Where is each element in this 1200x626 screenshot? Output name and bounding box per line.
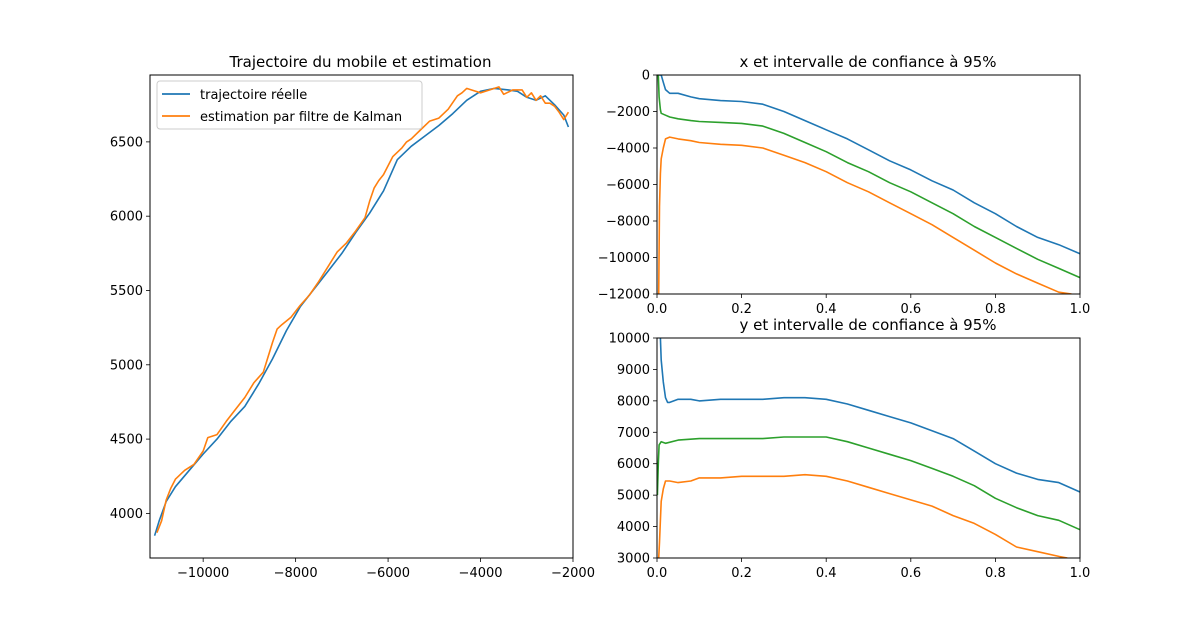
y-confidence-plot-y-tick-label: 8000: [617, 394, 650, 409]
legend-label-true-trajectory: trajectoire réelle: [200, 88, 307, 103]
y-confidence-plot-y-tick-label: 5000: [617, 489, 650, 504]
y-confidence-plot: 0.0 0.2 0.4 0.6 0.8 1.0 3000 4000 5000 6000 7000 80…: [609, 316, 1091, 581]
trajectory-plot-y-tick-label: 5000: [110, 358, 143, 373]
trajectory-plot-y-tick-label: 6500: [110, 135, 143, 150]
y-confidence-plot-series-1: [657, 436, 1080, 531]
y-confidence-plot-x-tick-label: 0.8: [985, 566, 1006, 581]
x-confidence-plot-title: x et intervalle de confiance à 95%: [739, 53, 996, 71]
y-confidence-plot-y-tick-label: 10000: [609, 332, 650, 347]
x-confidence-plot-y-tick-label: −10000: [598, 251, 650, 266]
y-confidence-plot-x-tick-label: 0.6: [900, 566, 921, 581]
y-confidence-plot-y-tick-label: 4000: [617, 520, 650, 535]
x-confidence-plot-y-tick-label: 0: [642, 69, 650, 84]
y-confidence-plot-x-tick-label: 0.2: [731, 566, 752, 581]
x-confidence-plot-y-tick-label: −12000: [598, 288, 650, 303]
x-confidence-plot-y-tick-label: −8000: [606, 215, 650, 230]
x-confidence-plot-x-tick-label: 1.0: [1070, 302, 1091, 317]
trajectory-plot-y-tick-label: 4500: [110, 433, 143, 448]
y-confidence-plot-series-0: [659, 338, 1080, 493]
x-confidence-plot-x-tick-label: 0.6: [900, 302, 921, 317]
x-confidence-plot-series-0: [659, 75, 1080, 255]
y-confidence-plot-y-tick-label: 6000: [617, 457, 650, 472]
trajectory-plot-x-tick-label: −6000: [366, 566, 410, 581]
y-confidence-plot-x-tick-label: 0.0: [647, 566, 668, 581]
trajectory-plot-y-tick-label: 4000: [110, 507, 143, 522]
x-confidence-plot: x et intervalle de confiance à 95% 0.0 0.…: [598, 53, 1091, 317]
trajectory-plot: Trajectoire du mobile et estimation −100…: [110, 53, 595, 581]
legend: trajectoire réelle estimation par filtre…: [156, 80, 423, 130]
trajectory-plot-series-0: [153, 87, 570, 536]
trajectory-plot-x-tick-label: −2000: [551, 566, 595, 581]
trajectory-plot-x-tick-label: −4000: [459, 566, 503, 581]
x-confidence-plot-x-tick-label: 0.8: [985, 302, 1006, 317]
trajectory-plot-y-tick-label: 6000: [110, 210, 143, 225]
trajectory-plot-title: Trajectoire du mobile et estimation: [229, 53, 492, 71]
trajectory-plot-y-tick-label: 5500: [110, 284, 143, 299]
trajectory-plot-x-tick-label: −10000: [177, 566, 229, 581]
y-confidence-plot-title: y et intervalle de confiance à 95%: [739, 316, 996, 334]
x-confidence-plot-series-1: [657, 75, 1080, 279]
x-confidence-plot-y-tick-label: −6000: [606, 178, 650, 193]
x-confidence-plot-x-tick-label: 0.4: [816, 302, 837, 317]
y-confidence-plot-y-tick-label: 7000: [617, 426, 650, 441]
y-confidence-plot-x-tick-label: 0.4: [816, 566, 837, 581]
legend-box: [156, 80, 423, 130]
trajectory-plot-series-1: [156, 86, 570, 533]
x-confidence-plot-x-tick-label: 0.2: [731, 302, 752, 317]
y-confidence-plot-x-tick-label: 1.0: [1070, 566, 1091, 581]
y-confidence-plot-y-tick-label: 9000: [617, 363, 650, 378]
y-confidence-plot-frame: [656, 337, 1081, 559]
trajectory-plot-x-tick-label: −8000: [274, 566, 318, 581]
x-confidence-plot-x-tick-label: 0.0: [647, 302, 668, 317]
x-confidence-plot-series-2: [657, 136, 1072, 294]
legend-label-kalman-estimate: estimation par filtre de Kalman: [200, 110, 402, 125]
y-confidence-plot-y-tick-label: 3000: [617, 552, 650, 567]
x-confidence-plot-y-tick-label: −4000: [606, 142, 650, 157]
y-confidence-plot-series-2: [657, 473, 1068, 558]
trajectory-plot-frame: [149, 74, 574, 559]
x-confidence-plot-y-tick-label: −2000: [606, 105, 650, 120]
